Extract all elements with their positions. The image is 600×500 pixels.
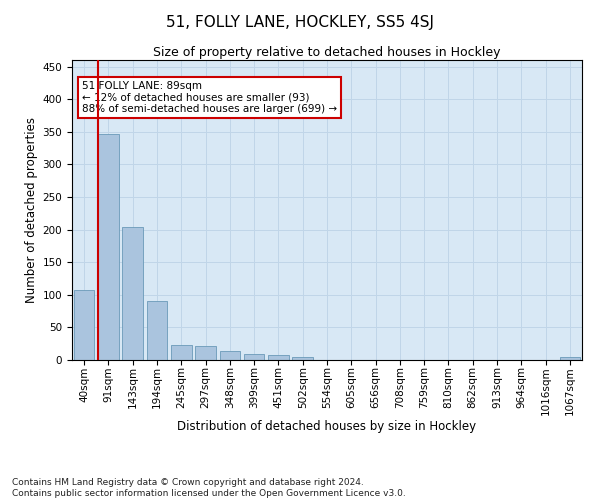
Title: Size of property relative to detached houses in Hockley: Size of property relative to detached ho… — [153, 46, 501, 59]
Bar — [195, 346, 216, 360]
Bar — [292, 356, 313, 360]
X-axis label: Distribution of detached houses by size in Hockley: Distribution of detached houses by size … — [178, 420, 476, 434]
Text: Contains HM Land Registry data © Crown copyright and database right 2024.
Contai: Contains HM Land Registry data © Crown c… — [12, 478, 406, 498]
Y-axis label: Number of detached properties: Number of detached properties — [25, 117, 38, 303]
Text: 51 FOLLY LANE: 89sqm
← 12% of detached houses are smaller (93)
88% of semi-detac: 51 FOLLY LANE: 89sqm ← 12% of detached h… — [82, 81, 337, 114]
Bar — [171, 345, 191, 360]
Bar — [146, 302, 167, 360]
Bar — [560, 358, 580, 360]
Bar — [122, 227, 143, 360]
Bar — [220, 351, 240, 360]
Bar — [268, 355, 289, 360]
Bar — [74, 290, 94, 360]
Bar — [98, 134, 119, 360]
Text: 51, FOLLY LANE, HOCKLEY, SS5 4SJ: 51, FOLLY LANE, HOCKLEY, SS5 4SJ — [166, 15, 434, 30]
Bar — [244, 354, 265, 360]
